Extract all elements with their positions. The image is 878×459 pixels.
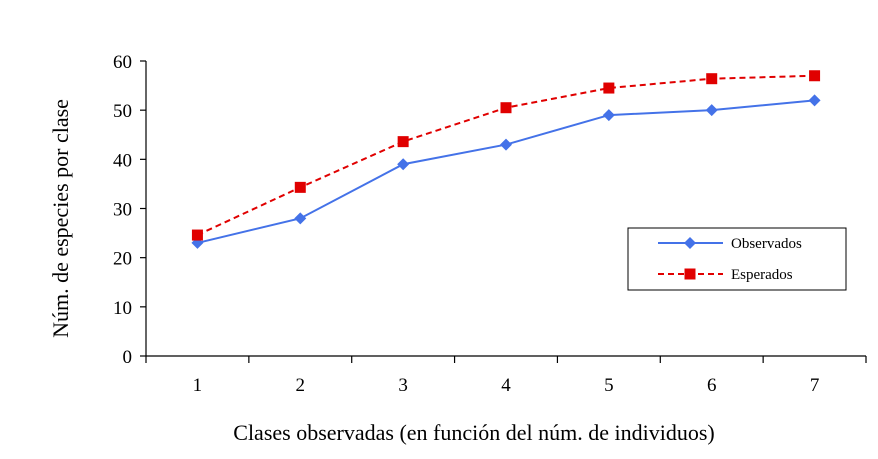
y-tick-label: 30 [113, 200, 132, 221]
data-point-esperados [500, 102, 512, 114]
x-tick-label: 5 [604, 375, 614, 396]
series-esperados [191, 70, 821, 241]
legend: Observados Esperados [627, 227, 847, 291]
series-observados [191, 94, 821, 249]
data-point-esperados [706, 73, 718, 85]
series-line-esperados [197, 74, 815, 236]
data-point-observados [294, 212, 307, 225]
y-tick-label: 10 [113, 298, 132, 319]
x-tick-label: 7 [810, 375, 820, 396]
y-tick-label: 40 [113, 150, 132, 171]
x-tick-label: 3 [398, 375, 408, 396]
data-point-esperados [809, 70, 821, 82]
x-tick-label: 4 [501, 375, 511, 396]
legend-marker [684, 237, 696, 249]
data-point-observados [500, 138, 512, 151]
legend-item: Esperados [658, 267, 793, 283]
x-tick-label: 6 [707, 375, 717, 396]
x-axis-title: Clases observadas (en función del núm. d… [233, 420, 714, 445]
data-point-esperados [603, 82, 615, 94]
legend-label: Observados [731, 236, 802, 252]
y-tick-label: 0 [123, 347, 133, 368]
data-point-observados [602, 109, 615, 122]
series-group [191, 70, 821, 249]
legend-label: Esperados [731, 267, 793, 283]
data-point-esperados [294, 181, 306, 193]
legend-box [627, 227, 847, 291]
data-point-observados [705, 104, 718, 117]
x-tick-label: 1 [193, 375, 203, 396]
data-point-observados [397, 158, 410, 171]
y-tick-label: 50 [113, 101, 132, 122]
series-line-observados [197, 99, 815, 244]
axes: 0 10 20 30 40 50 60 1 2 3 4 5 6 7 [113, 52, 867, 396]
data-point-observados [808, 94, 821, 107]
x-tick-label: 2 [296, 375, 306, 396]
data-point-esperados [397, 136, 409, 148]
legend-item: Observados [658, 236, 802, 252]
data-point-esperados [191, 229, 203, 241]
y-tick-label: 60 [113, 52, 132, 73]
y-tick-label: 20 [113, 249, 132, 270]
legend-marker [684, 268, 696, 280]
y-axis-title: Núm. de especies por clase [48, 99, 73, 338]
